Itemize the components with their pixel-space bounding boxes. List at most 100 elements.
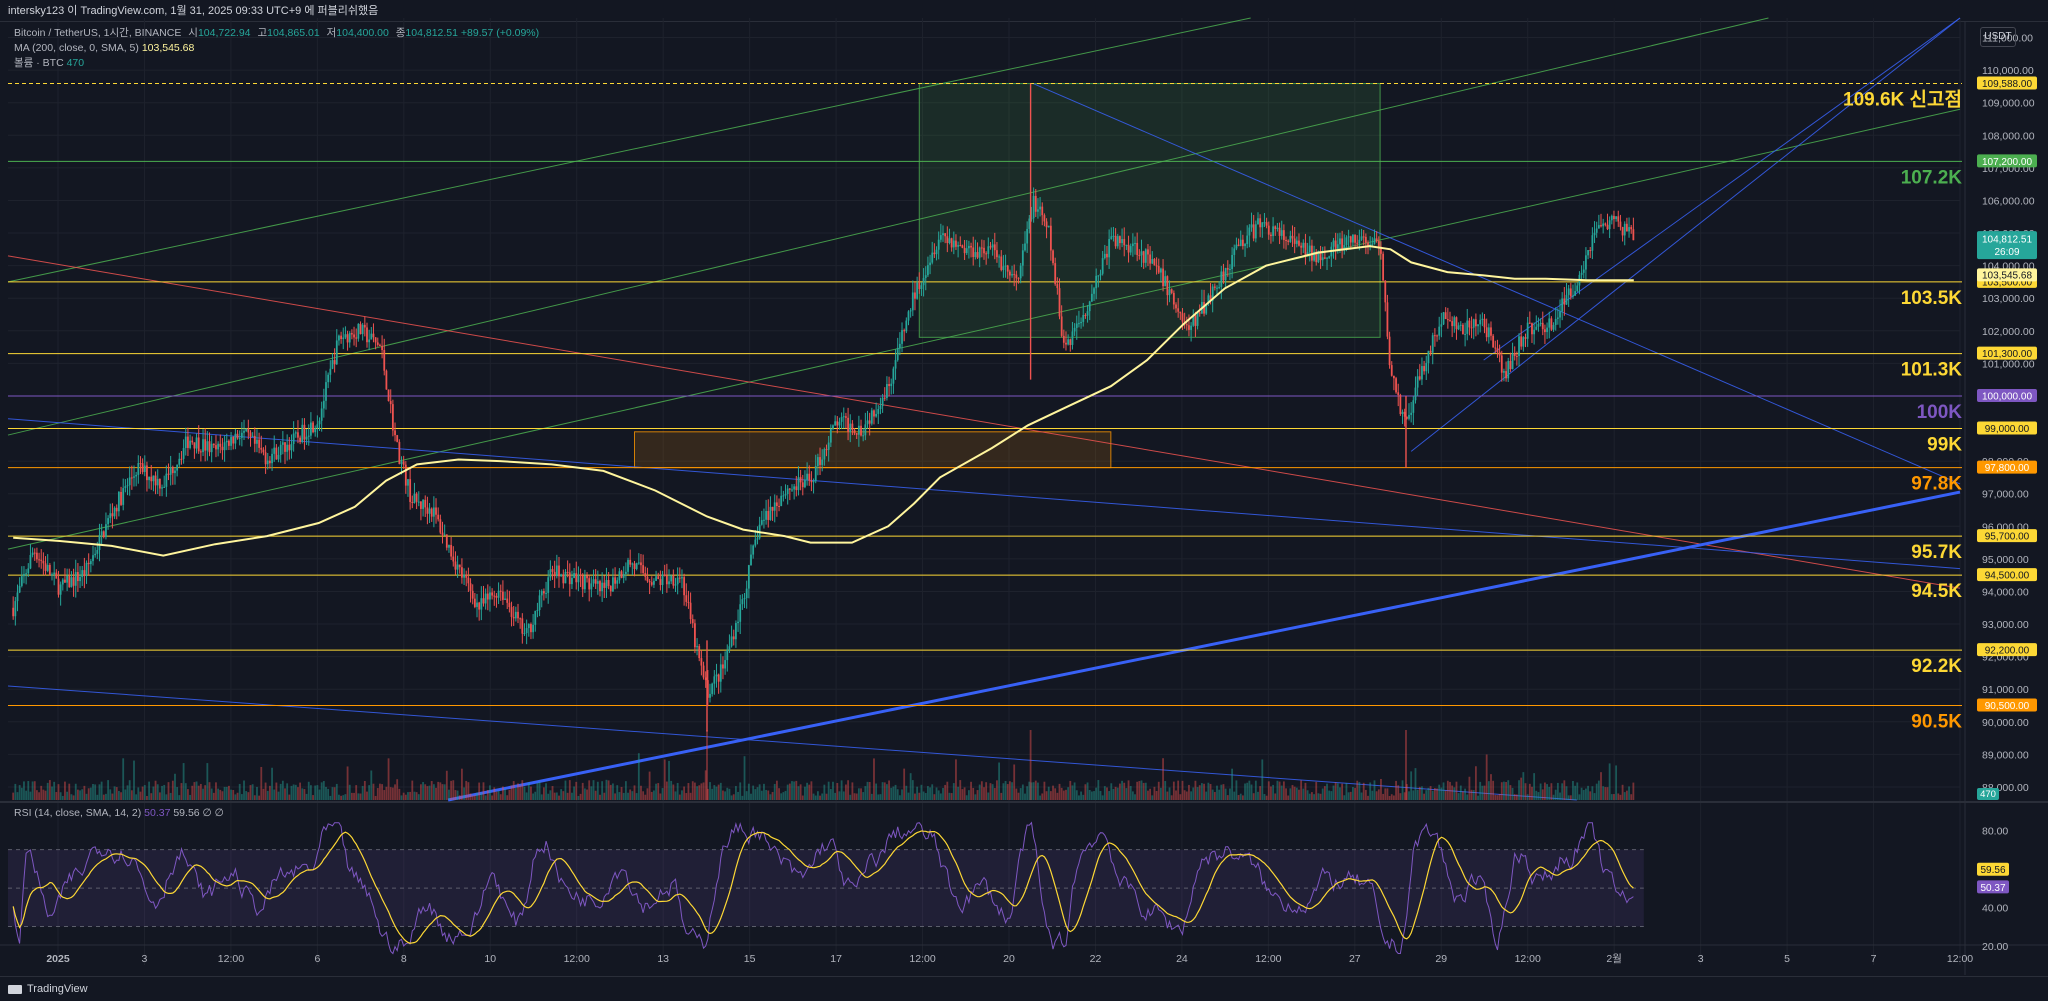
volume-bar bbox=[1013, 764, 1016, 800]
volume-bar bbox=[1308, 793, 1311, 800]
candle-body bbox=[404, 464, 407, 486]
symbol-label[interactable]: Bitcoin / TetherUS, 1시간, BINANCE bbox=[14, 27, 182, 39]
volume-bar bbox=[782, 792, 785, 800]
candle-body bbox=[169, 467, 172, 475]
candle-body bbox=[1226, 268, 1229, 270]
candle-body bbox=[1216, 287, 1218, 289]
candle-body bbox=[1047, 225, 1050, 228]
volume-bar bbox=[903, 768, 906, 800]
volume-bar bbox=[105, 793, 107, 800]
candle-body bbox=[901, 330, 903, 344]
currency-button[interactable]: USDT bbox=[1980, 27, 2016, 47]
volume-bar bbox=[1563, 780, 1566, 800]
volume-bar bbox=[713, 785, 716, 800]
candle-body bbox=[1546, 327, 1548, 333]
candle-body bbox=[737, 621, 739, 624]
volume-bar bbox=[642, 791, 645, 800]
low-label: 저 bbox=[326, 27, 337, 39]
volume-bar bbox=[1446, 780, 1449, 800]
volume-bar bbox=[894, 784, 897, 800]
volume-badge-text: 470 bbox=[1980, 789, 1996, 800]
candle-body bbox=[346, 334, 349, 343]
x-axis-tick-label: 3 bbox=[142, 953, 148, 965]
volume-bar bbox=[650, 791, 653, 800]
rsi-sma-badge-text: 59.56 bbox=[1980, 865, 2005, 876]
x-axis-tick-label: 15 bbox=[744, 953, 756, 965]
candle-body bbox=[1414, 387, 1417, 401]
volume-bar bbox=[1082, 794, 1085, 800]
candle-body bbox=[1352, 234, 1354, 243]
volume-bar bbox=[780, 793, 783, 800]
volume-bar bbox=[208, 782, 211, 800]
volume-bar bbox=[92, 783, 94, 800]
volume-bar bbox=[448, 789, 450, 800]
volume-bar bbox=[1142, 782, 1145, 800]
volume-bar bbox=[1369, 782, 1372, 800]
volume-bar bbox=[1200, 783, 1203, 800]
volume-bar bbox=[1218, 789, 1221, 800]
candle-body bbox=[27, 568, 30, 574]
volume-bar bbox=[991, 784, 994, 800]
candle-body bbox=[946, 236, 949, 244]
volume-bar bbox=[750, 793, 752, 800]
level-axis-badge-text: 95,700.00 bbox=[1985, 532, 2030, 543]
volume-label[interactable]: 볼륨 · BTC bbox=[14, 57, 64, 69]
volume-bar bbox=[1024, 793, 1026, 800]
candle-body bbox=[706, 680, 709, 698]
candle-body bbox=[1524, 337, 1527, 339]
candle-body bbox=[991, 244, 994, 248]
volume-bar bbox=[1548, 786, 1551, 800]
ma-label[interactable]: MA (200, close, 0, SMA, 5) bbox=[14, 42, 139, 54]
volume-bar bbox=[346, 766, 349, 800]
volume-bar bbox=[1541, 789, 1544, 800]
candle-body bbox=[821, 459, 824, 465]
candle-body bbox=[184, 436, 187, 449]
candle-body bbox=[1610, 215, 1613, 221]
candle-body bbox=[40, 559, 43, 561]
candle-body bbox=[1630, 227, 1633, 230]
candle-body bbox=[1483, 318, 1486, 328]
candle-body bbox=[1595, 228, 1598, 233]
volume-bar bbox=[674, 791, 677, 800]
volume-bar bbox=[1300, 780, 1303, 800]
candle-body bbox=[877, 409, 880, 414]
volume-bar bbox=[758, 784, 761, 800]
candle-body bbox=[260, 447, 263, 450]
candle-body bbox=[55, 572, 58, 579]
volume-bar bbox=[480, 792, 483, 800]
volume-bar bbox=[1151, 795, 1154, 800]
candle-body bbox=[629, 559, 632, 565]
candle-body bbox=[467, 577, 470, 584]
volume-bar bbox=[72, 795, 75, 800]
candle-body bbox=[929, 262, 931, 266]
volume-bar bbox=[29, 791, 32, 800]
volume-bar bbox=[83, 785, 86, 800]
volume-spike bbox=[1405, 730, 1407, 800]
level-text-label: 103.5K bbox=[1901, 288, 1963, 309]
candle-body bbox=[502, 591, 504, 600]
rsi-label[interactable]: RSI (14, close, SMA, 14, 2) bbox=[14, 807, 142, 819]
volume-bar bbox=[146, 795, 148, 800]
volume-bar bbox=[788, 783, 791, 800]
volume-bar bbox=[1220, 784, 1223, 800]
candle-body bbox=[150, 476, 153, 482]
volume-bar bbox=[333, 787, 336, 800]
candle-body bbox=[1343, 245, 1346, 249]
candle-body bbox=[1572, 295, 1574, 297]
candle-body bbox=[657, 576, 660, 580]
level-axis-badge bbox=[1977, 76, 2037, 90]
candle-body bbox=[1049, 225, 1052, 251]
volume-bar bbox=[89, 787, 92, 800]
candle-body bbox=[217, 443, 220, 450]
volume-bar bbox=[1183, 790, 1186, 800]
candle-body bbox=[952, 240, 955, 248]
volume-bar bbox=[435, 787, 437, 800]
candle-body bbox=[1477, 324, 1479, 327]
volume-bar bbox=[948, 792, 951, 800]
volume-bar bbox=[1623, 792, 1626, 800]
y-axis-tick-label: 106,000.00 bbox=[1982, 195, 2035, 207]
level-axis-badge-text: 109,588.00 bbox=[1982, 79, 2032, 90]
volume-bar bbox=[1257, 791, 1259, 800]
candle-body bbox=[206, 441, 209, 451]
